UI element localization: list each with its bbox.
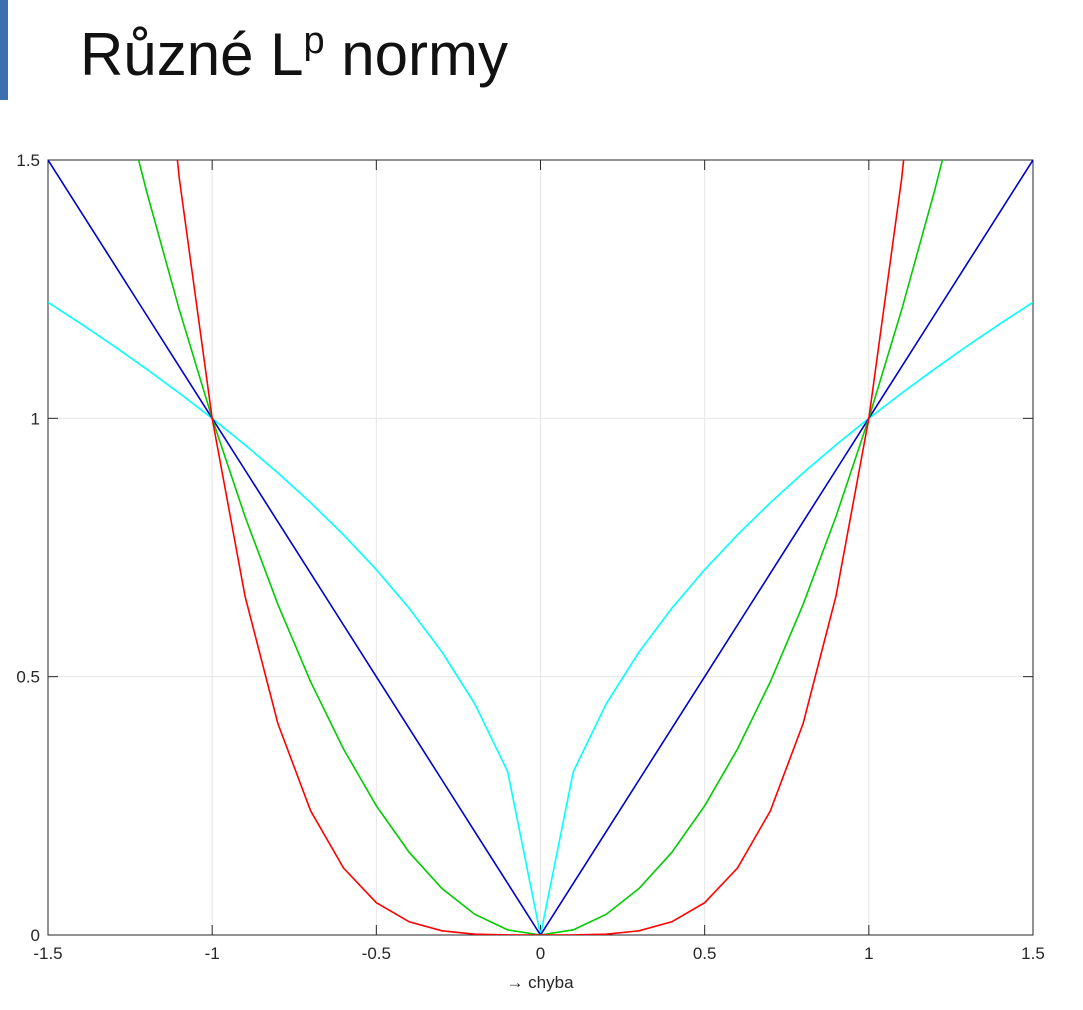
x-tick-label: -1.5	[33, 944, 62, 963]
slide-title: Různé Lp normy	[80, 20, 508, 88]
x-tick-label: 1	[864, 944, 873, 963]
y-tick-label: 1.5	[16, 151, 40, 170]
x-tick-label: 0	[536, 944, 545, 963]
x-tick-label: -0.5	[362, 944, 391, 963]
title-text: normy	[325, 21, 508, 88]
x-tick-label: -1	[205, 944, 220, 963]
slide-accent	[0, 0, 8, 100]
x-tick-label: 0.5	[693, 944, 717, 963]
x-tick-label: 1.5	[1021, 944, 1045, 963]
x-axis-label: → chyba	[506, 973, 574, 992]
y-tick-label: 0	[31, 926, 40, 945]
plot-area	[48, 160, 1033, 935]
title-text: Různé L	[80, 21, 303, 88]
title-superscript: p	[303, 20, 324, 62]
y-tick-label: 1	[31, 409, 40, 428]
series-line	[176, 160, 905, 935]
y-tick-label: 0.5	[16, 668, 40, 687]
